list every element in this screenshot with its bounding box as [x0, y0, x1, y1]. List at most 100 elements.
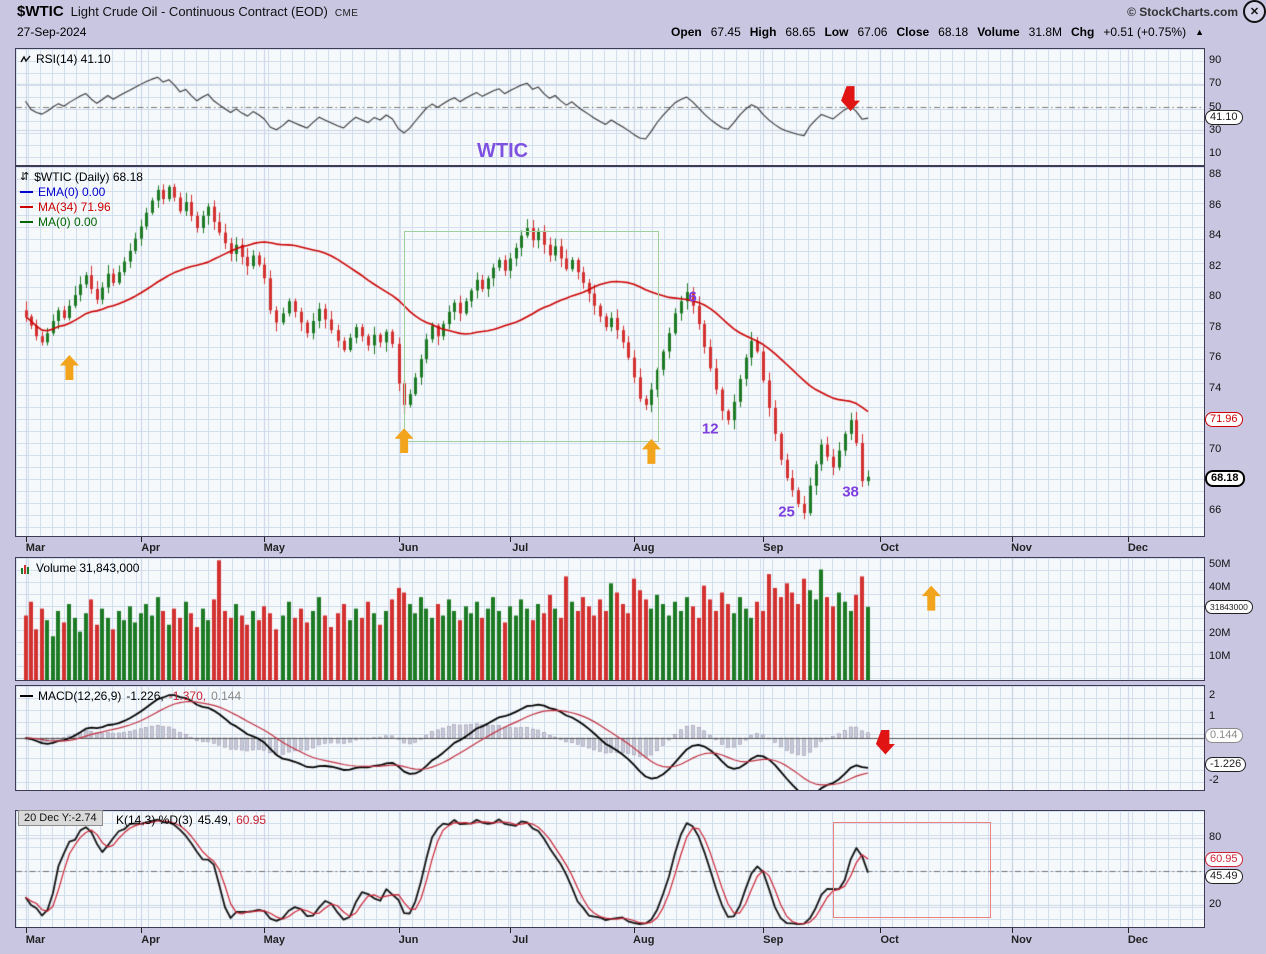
- month-tick-mark: [264, 537, 266, 542]
- stoch-value-pill: 60.95: [1205, 852, 1243, 868]
- close-icon[interactable]: ✕: [1243, 0, 1266, 23]
- quote-value: 31.8M: [1028, 25, 1063, 39]
- month-label: May: [263, 934, 285, 946]
- month-tick-mark: [25, 928, 27, 933]
- quote-value: 68.18: [938, 25, 969, 39]
- month-label: Nov: [1011, 934, 1032, 946]
- month-tick-mark: [879, 537, 881, 542]
- month-tick-mark: [633, 537, 635, 542]
- month-label: Jul: [512, 934, 529, 946]
- chart-header: $WTIC Light Crude Oil - Continuous Contr…: [17, 3, 1186, 20]
- rsi-panel: RSI(14) 41.10: [15, 48, 1205, 166]
- axis-tick-label: 1: [1209, 710, 1216, 723]
- macd-label: MACD(12,26,9) -1.226, -1.370, 0.144: [20, 689, 241, 703]
- axis-tick-label: 2: [1209, 689, 1216, 702]
- change-up-icon: ▲: [1195, 27, 1204, 37]
- month-label: Mar: [25, 934, 46, 946]
- axis-tick-label: 80: [1209, 290, 1222, 303]
- axis-tick-label: 80: [1209, 831, 1222, 844]
- legend-ma0-text: MA(0) 0.00: [38, 214, 98, 229]
- month-label: Apr: [141, 542, 161, 554]
- axis-tick-label: 50: [1209, 100, 1222, 113]
- macd-value: -1.226,: [126, 689, 164, 703]
- month-tick-mark: [140, 928, 142, 933]
- stochastics-panel: K(14,3) %D(3) 45.49, 60.95: [15, 810, 1205, 928]
- price-chart-canvas[interactable]: [16, 167, 1204, 536]
- ma0-line-icon: [20, 220, 33, 223]
- month-tick-mark: [1011, 537, 1013, 542]
- quote-value: 67.06: [857, 25, 888, 39]
- candlestick-icon: ⇵: [20, 171, 30, 183]
- axis-tick-label: 70: [1209, 77, 1222, 90]
- axis-tick-label: 10M: [1209, 650, 1231, 663]
- axis-tick-label: 74: [1209, 381, 1222, 394]
- axis-tick-label: 78: [1209, 320, 1222, 333]
- price-legend: ⇵ $WTIC (Daily) 68.18 EMA(0) 0.00 MA(34)…: [20, 169, 143, 229]
- stoch-k-value: 45.49,: [197, 813, 232, 827]
- axis-tick-label: 20: [1209, 898, 1222, 911]
- exchange-label: CME: [334, 8, 359, 19]
- month-tick-mark: [1127, 928, 1129, 933]
- month-tick-mark: [633, 928, 635, 933]
- axis-tick-label: -2: [1209, 773, 1219, 786]
- month-label: Aug: [633, 542, 655, 554]
- axis-tick-label: 90: [1209, 54, 1222, 67]
- quote-value: +0.51 (+0.75%): [1103, 25, 1187, 39]
- month-label: Apr: [141, 934, 161, 946]
- macd-hist-value: 0.144: [211, 689, 242, 703]
- month-label: Aug: [633, 934, 655, 946]
- stochastics-label: K(14,3) %D(3) 45.49, 60.95: [116, 813, 266, 827]
- month-tick-mark: [25, 537, 27, 542]
- ohlc-quote: Open 67.45 High 68.65 Low 67.06 Close 68.18 Volu…: [671, 25, 1204, 39]
- axis-tick-label: 82: [1209, 259, 1222, 272]
- legend-symbol-row: ⇵ $WTIC (Daily) 68.18: [20, 169, 143, 184]
- volume-panel: Volume 31,843,000: [15, 557, 1205, 681]
- quote-label: Open: [671, 25, 702, 39]
- stoch-label-text: K(14,3) %D(3): [116, 813, 193, 827]
- macd-line-icon: [20, 695, 33, 697]
- month-label: May: [263, 542, 285, 554]
- month-tick-mark: [763, 537, 765, 542]
- axis-tick-label: 84: [1209, 229, 1222, 242]
- rsi-label: RSI(14) 41.10: [20, 52, 111, 66]
- macd-label-text: MACD(12,26,9): [38, 689, 122, 703]
- indicator-line-icon: [20, 55, 31, 62]
- month-label: Jun: [398, 934, 419, 946]
- rsi-chart-canvas[interactable]: [16, 49, 1204, 165]
- quote-label: Chg: [1071, 25, 1095, 39]
- macd-chart-canvas[interactable]: [16, 686, 1204, 790]
- legend-ema-text: EMA(0) 0.00: [38, 184, 106, 199]
- price-annotation-box: [404, 231, 660, 442]
- crosshair-tooltip: 20 Dec Y:-2.74: [18, 810, 103, 826]
- price-value-pill: 71.96: [1205, 412, 1243, 428]
- month-label: Jun: [398, 542, 419, 554]
- quote-label: Volume: [977, 25, 1020, 39]
- axis-tick-label: 66: [1209, 503, 1222, 516]
- cycle-count-label: 38: [842, 483, 859, 501]
- stoch-annotation-box: [833, 822, 991, 918]
- month-label: Sep: [763, 934, 784, 946]
- month-tick-mark: [140, 537, 142, 542]
- axis-tick-label: 88: [1209, 168, 1222, 181]
- macd-signal-value: -1.370,: [168, 689, 207, 703]
- macd-panel: MACD(12,26,9) -1.226, -1.370, 0.144: [15, 685, 1205, 791]
- volume-bars-icon: [21, 564, 29, 574]
- cycle-count-label: 6: [688, 288, 697, 306]
- month-tick-mark: [264, 928, 266, 933]
- month-label: Jul: [512, 542, 529, 554]
- axis-tick-label: 30: [1209, 123, 1222, 136]
- month-label: Oct: [880, 542, 899, 554]
- volume-label-text: Volume 31,843,000: [36, 561, 140, 575]
- month-label: Sep: [763, 542, 784, 554]
- page-title: Light Crude Oil - Continuous Contract (E…: [70, 4, 328, 19]
- axis-tick-label: 70: [1209, 442, 1222, 455]
- volume-chart-canvas[interactable]: [16, 558, 1204, 680]
- legend-symbol-text: $WTIC (Daily) 68.18: [34, 169, 143, 184]
- macd-value-pill: -1.226: [1205, 757, 1247, 773]
- stochastics-chart-canvas[interactable]: [16, 811, 1204, 927]
- copyright: © StockCharts.com: [1127, 5, 1238, 19]
- macd-value-pill: 0.144: [1205, 727, 1243, 743]
- axis-tick-label: 86: [1209, 198, 1222, 211]
- quote-label: Close: [896, 25, 930, 39]
- legend-ma34-text: MA(34) 71.96: [38, 199, 111, 214]
